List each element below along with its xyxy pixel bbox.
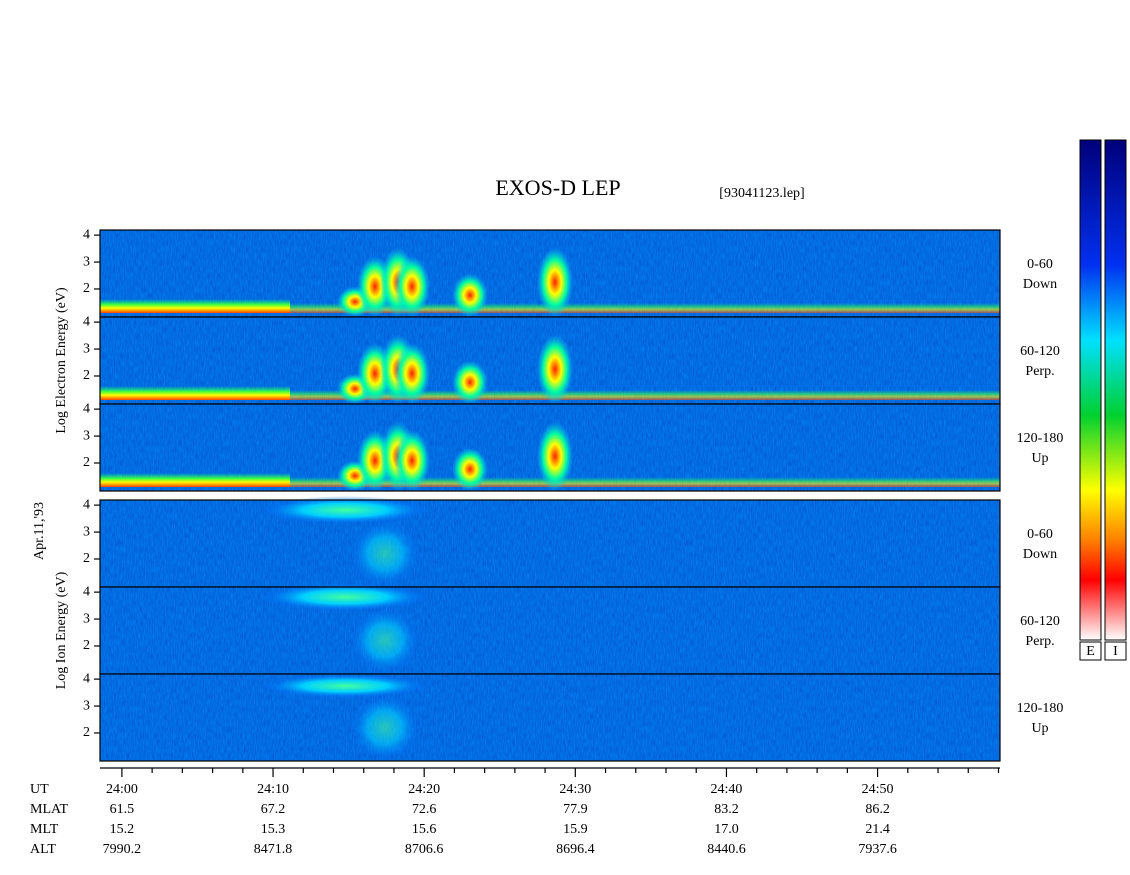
- spectrogram-feature: [452, 447, 488, 491]
- spectrogram-feature: [394, 430, 430, 491]
- table-cell: 15.6: [412, 822, 437, 837]
- chart-title: EXOS-D LEP: [495, 175, 620, 200]
- panel-label: 60-120: [1020, 614, 1060, 629]
- x-tick-label: 24:30: [559, 782, 591, 797]
- spectrogram-band: [100, 473, 290, 487]
- spectrogram-feature: [452, 273, 488, 317]
- table-cell: 7937.6: [858, 842, 897, 857]
- spectrogram-texture: [100, 674, 1000, 761]
- panel-label: Up: [1031, 721, 1048, 736]
- y-tick-label: 4: [83, 584, 90, 599]
- y-tick-label: 4: [83, 314, 90, 329]
- table-row-label: ALT: [30, 842, 56, 857]
- y-tick-label: 3: [83, 524, 90, 539]
- date-label: Apr.11,'93: [32, 502, 47, 560]
- table-cell: 61.5: [110, 802, 135, 817]
- table-cell: 86.2: [865, 802, 890, 817]
- spectrogram-band: [290, 477, 1000, 487]
- spectrogram-band: [290, 390, 1000, 400]
- y-tick-label: 3: [83, 698, 90, 713]
- table-cell: 15.3: [261, 822, 286, 837]
- table-cell: 15.9: [563, 822, 588, 837]
- spectrogram-feature: [260, 583, 430, 611]
- panel-label: Down: [1023, 547, 1057, 562]
- panel-label: 60-120: [1020, 344, 1060, 359]
- spectrogram-feature: [260, 496, 430, 524]
- colorbar: [1104, 139, 1127, 641]
- y-tick-label: 2: [83, 281, 90, 296]
- panel-frame: [99, 403, 1001, 492]
- x-tick-label: 24:00: [106, 782, 138, 797]
- spectrogram-feature: [350, 694, 420, 761]
- table-cell: 77.9: [563, 802, 588, 817]
- spectrogram-feature: [537, 247, 573, 317]
- table-cell: 83.2: [714, 802, 739, 817]
- x-tick-label: 24:20: [408, 782, 440, 797]
- x-tick-label: 24:40: [711, 782, 743, 797]
- spectrogram-feature: [537, 421, 573, 492]
- panel-label: 0-60: [1027, 527, 1053, 542]
- spectrogram-feature: [350, 607, 420, 674]
- colorbar-box: [1104, 641, 1127, 661]
- table-cell: 15.2: [110, 822, 135, 837]
- table-row-label: MLAT: [30, 802, 69, 817]
- table-row-label: MLT: [30, 822, 59, 837]
- y-tick-label: 4: [83, 497, 90, 512]
- y-tick-label: 2: [83, 551, 90, 566]
- spectrogram-feature: [452, 360, 488, 404]
- x-tick-label: 24:10: [257, 782, 289, 797]
- spectrogram-feature: [350, 520, 420, 587]
- x-axis-label: UT: [30, 782, 49, 797]
- spectrogram-feature: [394, 256, 430, 317]
- panel-label: 120-180: [1017, 431, 1064, 446]
- panel-label: Down: [1023, 277, 1057, 292]
- spectrogram-feature: [537, 334, 573, 405]
- y-tick-label: 3: [83, 254, 90, 269]
- table-cell: 21.4: [865, 822, 890, 837]
- panel-label: Perp.: [1025, 634, 1054, 649]
- table-cell: 8471.8: [254, 842, 293, 857]
- y-tick-label: 4: [83, 671, 90, 686]
- spectrogram-feature: [394, 343, 430, 404]
- spectrogram-feature: [260, 674, 430, 698]
- y-tick-label: 2: [83, 725, 90, 740]
- colorbar-label: I: [1113, 644, 1118, 659]
- y-axis-label: Log Ion Energy (eV): [54, 571, 69, 689]
- panel-label: Up: [1031, 451, 1048, 466]
- panel-label: Perp.: [1025, 364, 1054, 379]
- spectrogram-band: [100, 386, 290, 400]
- table-cell: 7990.2: [103, 842, 142, 857]
- chart-subtitle: [93041123.lep]: [719, 186, 804, 201]
- table-cell: 72.6: [412, 802, 437, 817]
- x-tick-label: 24:50: [862, 782, 894, 797]
- colorbar-box: [1079, 641, 1102, 661]
- panel-frame: [99, 673, 1001, 762]
- table-cell: 67.2: [261, 802, 286, 817]
- spectrogram-band: [290, 303, 1000, 313]
- spectrogram-band: [100, 299, 290, 313]
- y-tick-label: 2: [83, 455, 90, 470]
- panel-label: 0-60: [1027, 257, 1053, 272]
- y-tick-label: 2: [83, 638, 90, 653]
- spectrogram-texture: [100, 587, 1000, 674]
- y-tick-label: 3: [83, 341, 90, 356]
- y-tick-label: 3: [83, 428, 90, 443]
- colorbar-label: E: [1086, 644, 1095, 659]
- table-cell: 8696.4: [556, 842, 595, 857]
- panel-label: 120-180: [1017, 701, 1064, 716]
- table-cell: 8440.6: [707, 842, 746, 857]
- y-axis-label: Log Electron Energy (eV): [54, 287, 69, 434]
- table-cell: 8706.6: [405, 842, 444, 857]
- y-tick-label: 4: [83, 227, 90, 242]
- colorbar: [1079, 139, 1102, 641]
- y-tick-label: 3: [83, 611, 90, 626]
- spectrogram-texture: [100, 500, 1000, 587]
- y-tick-label: 2: [83, 368, 90, 383]
- table-cell: 17.0: [714, 822, 739, 837]
- y-tick-label: 4: [83, 401, 90, 416]
